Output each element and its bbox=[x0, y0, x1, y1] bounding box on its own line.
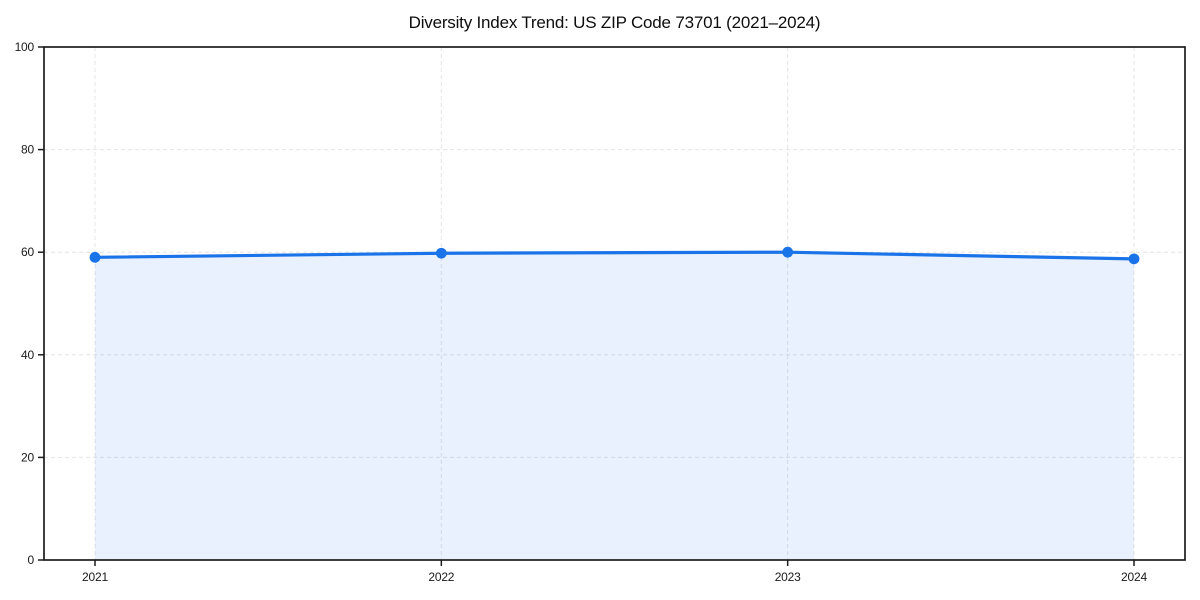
y-tick-label: 100 bbox=[15, 40, 35, 54]
data-point-marker bbox=[435, 247, 447, 259]
x-tick-label: 2024 bbox=[1121, 570, 1147, 584]
axis-spines bbox=[43, 46, 1186, 561]
y-tick-label: 20 bbox=[21, 450, 34, 464]
x-tick-label: 2023 bbox=[775, 570, 801, 584]
trend-line bbox=[93, 250, 1136, 261]
chart-title: Diversity Index Trend: US ZIP Code 73701… bbox=[408, 13, 821, 32]
data-point-marker bbox=[1128, 253, 1140, 265]
y-tick-label: 60 bbox=[21, 245, 34, 259]
data-point-marker bbox=[89, 251, 101, 263]
y-tick-label: 0 bbox=[28, 553, 35, 567]
area-fill bbox=[95, 252, 1134, 560]
y-tick-label: 80 bbox=[21, 143, 34, 157]
x-tick-label: 2021 bbox=[82, 570, 108, 584]
data-point-marker bbox=[782, 246, 794, 258]
x-tick-label: 2022 bbox=[428, 570, 454, 584]
y-tick-label: 40 bbox=[21, 348, 34, 362]
